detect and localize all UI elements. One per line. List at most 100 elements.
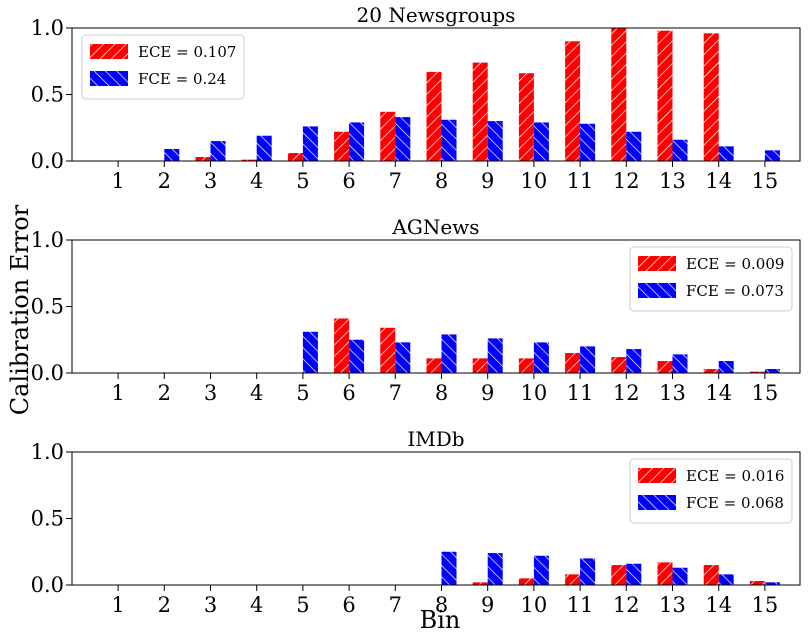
x-tick-label: 7 xyxy=(389,381,402,405)
x-tick-label: 14 xyxy=(705,381,732,405)
fce-bar xyxy=(672,139,688,161)
x-tick-label: 7 xyxy=(389,169,402,193)
fce-bar xyxy=(764,150,780,161)
x-tick-label: 10 xyxy=(521,593,548,617)
ece-bar xyxy=(657,361,673,373)
x-tick-label: 3 xyxy=(204,169,217,193)
fce-bar xyxy=(349,122,365,161)
x-tick-label: 10 xyxy=(521,381,548,405)
legend-label: ECE = 0.009 xyxy=(686,255,784,273)
x-tick-label: 8 xyxy=(435,169,448,193)
x-tick-label: 5 xyxy=(296,381,309,405)
ece-legend-swatch xyxy=(638,468,676,483)
fce-bar xyxy=(302,331,318,373)
ece-bar xyxy=(426,358,442,373)
fce-bar xyxy=(441,334,457,373)
ece-bar xyxy=(749,581,765,585)
ece-legend-swatch xyxy=(638,256,676,271)
fce-bar xyxy=(395,117,411,161)
x-tick-label: 11 xyxy=(567,169,594,193)
ece-bar xyxy=(565,41,581,161)
ece-bar xyxy=(472,62,488,161)
y-tick-label: 0.0 xyxy=(31,361,64,385)
x-tick-label: 14 xyxy=(705,593,732,617)
fce-bar xyxy=(764,369,780,373)
fce-bar xyxy=(626,349,642,373)
fce-bar xyxy=(395,342,411,373)
fce-bar xyxy=(487,121,503,161)
fce-bar xyxy=(441,551,457,585)
ece-bar xyxy=(657,562,673,585)
legend: ECE = 0.107 FCE = 0.24 xyxy=(81,34,245,100)
x-tick-label: 4 xyxy=(250,169,263,193)
fce-bar xyxy=(672,567,688,585)
fce-bar xyxy=(764,582,780,585)
x-tick-label: 2 xyxy=(158,169,171,193)
panel-title: 20 Newsgroups xyxy=(357,3,516,27)
ece-bar xyxy=(565,353,581,373)
ece-bar xyxy=(472,358,488,373)
x-tick-label: 5 xyxy=(296,169,309,193)
plot-frame xyxy=(71,451,801,586)
y-tick-label: 1.0 xyxy=(31,16,64,40)
ece-bar xyxy=(703,369,719,373)
x-tick-label: 8 xyxy=(435,381,448,405)
y-tick-label: 0.0 xyxy=(31,573,64,597)
x-tick-label: 5 xyxy=(296,593,309,617)
ece-bar xyxy=(241,159,257,161)
y-tick-label: 0.5 xyxy=(31,295,64,319)
fce-bar xyxy=(718,146,734,161)
ece-bar xyxy=(334,318,350,373)
x-tick-label: 8 xyxy=(435,593,448,617)
x-tick-label: 9 xyxy=(481,593,494,617)
x-tick-label: 2 xyxy=(158,593,171,617)
x-tick-label: 3 xyxy=(204,381,217,405)
x-tick-label: 11 xyxy=(567,381,594,405)
fce-legend-swatch xyxy=(90,71,128,86)
ece-legend-swatch xyxy=(90,44,128,59)
y-axis-label: Calibration Error xyxy=(6,204,34,415)
panel-title: IMDb xyxy=(407,427,464,451)
fce-bar xyxy=(533,555,549,585)
x-tick-label: 14 xyxy=(705,169,732,193)
y-tick-label: 1.0 xyxy=(31,440,64,464)
ece-bar xyxy=(565,574,581,585)
panel-title: AGNews xyxy=(391,215,479,239)
ece-bar xyxy=(472,582,488,585)
y-tick-label: 0.5 xyxy=(31,83,64,107)
x-tick-label: 13 xyxy=(659,593,686,617)
fce-bar xyxy=(626,563,642,585)
x-tick-label: 4 xyxy=(250,593,263,617)
y-tick-label: 0.0 xyxy=(31,149,64,173)
x-tick-label: 1 xyxy=(111,169,124,193)
fce-bar xyxy=(487,553,503,585)
x-tick-label: 3 xyxy=(204,593,217,617)
fce-legend-swatch xyxy=(638,283,676,298)
fce-bar xyxy=(441,119,457,161)
legend-label: FCE = 0.068 xyxy=(686,494,784,512)
ece-bar xyxy=(518,73,534,161)
ece-bar xyxy=(657,30,673,161)
legend-label: FCE = 0.073 xyxy=(686,282,784,300)
x-tick-label: 2 xyxy=(158,381,171,405)
x-tick-label: 10 xyxy=(521,169,548,193)
fce-bar xyxy=(164,149,180,161)
x-tick-label: 7 xyxy=(389,593,402,617)
fce-bar xyxy=(580,346,596,373)
fce-bar xyxy=(672,354,688,373)
fce-bar xyxy=(718,361,734,373)
fce-bar xyxy=(533,342,549,373)
fce-bar xyxy=(256,135,272,161)
fce-bar xyxy=(580,123,596,161)
legend: ECE = 0.016 FCE = 0.068 xyxy=(629,458,793,524)
fce-bar xyxy=(487,338,503,373)
x-tick-label: 9 xyxy=(481,381,494,405)
ece-bar xyxy=(426,71,442,161)
x-tick-label: 11 xyxy=(567,593,594,617)
ece-bar xyxy=(287,153,303,161)
